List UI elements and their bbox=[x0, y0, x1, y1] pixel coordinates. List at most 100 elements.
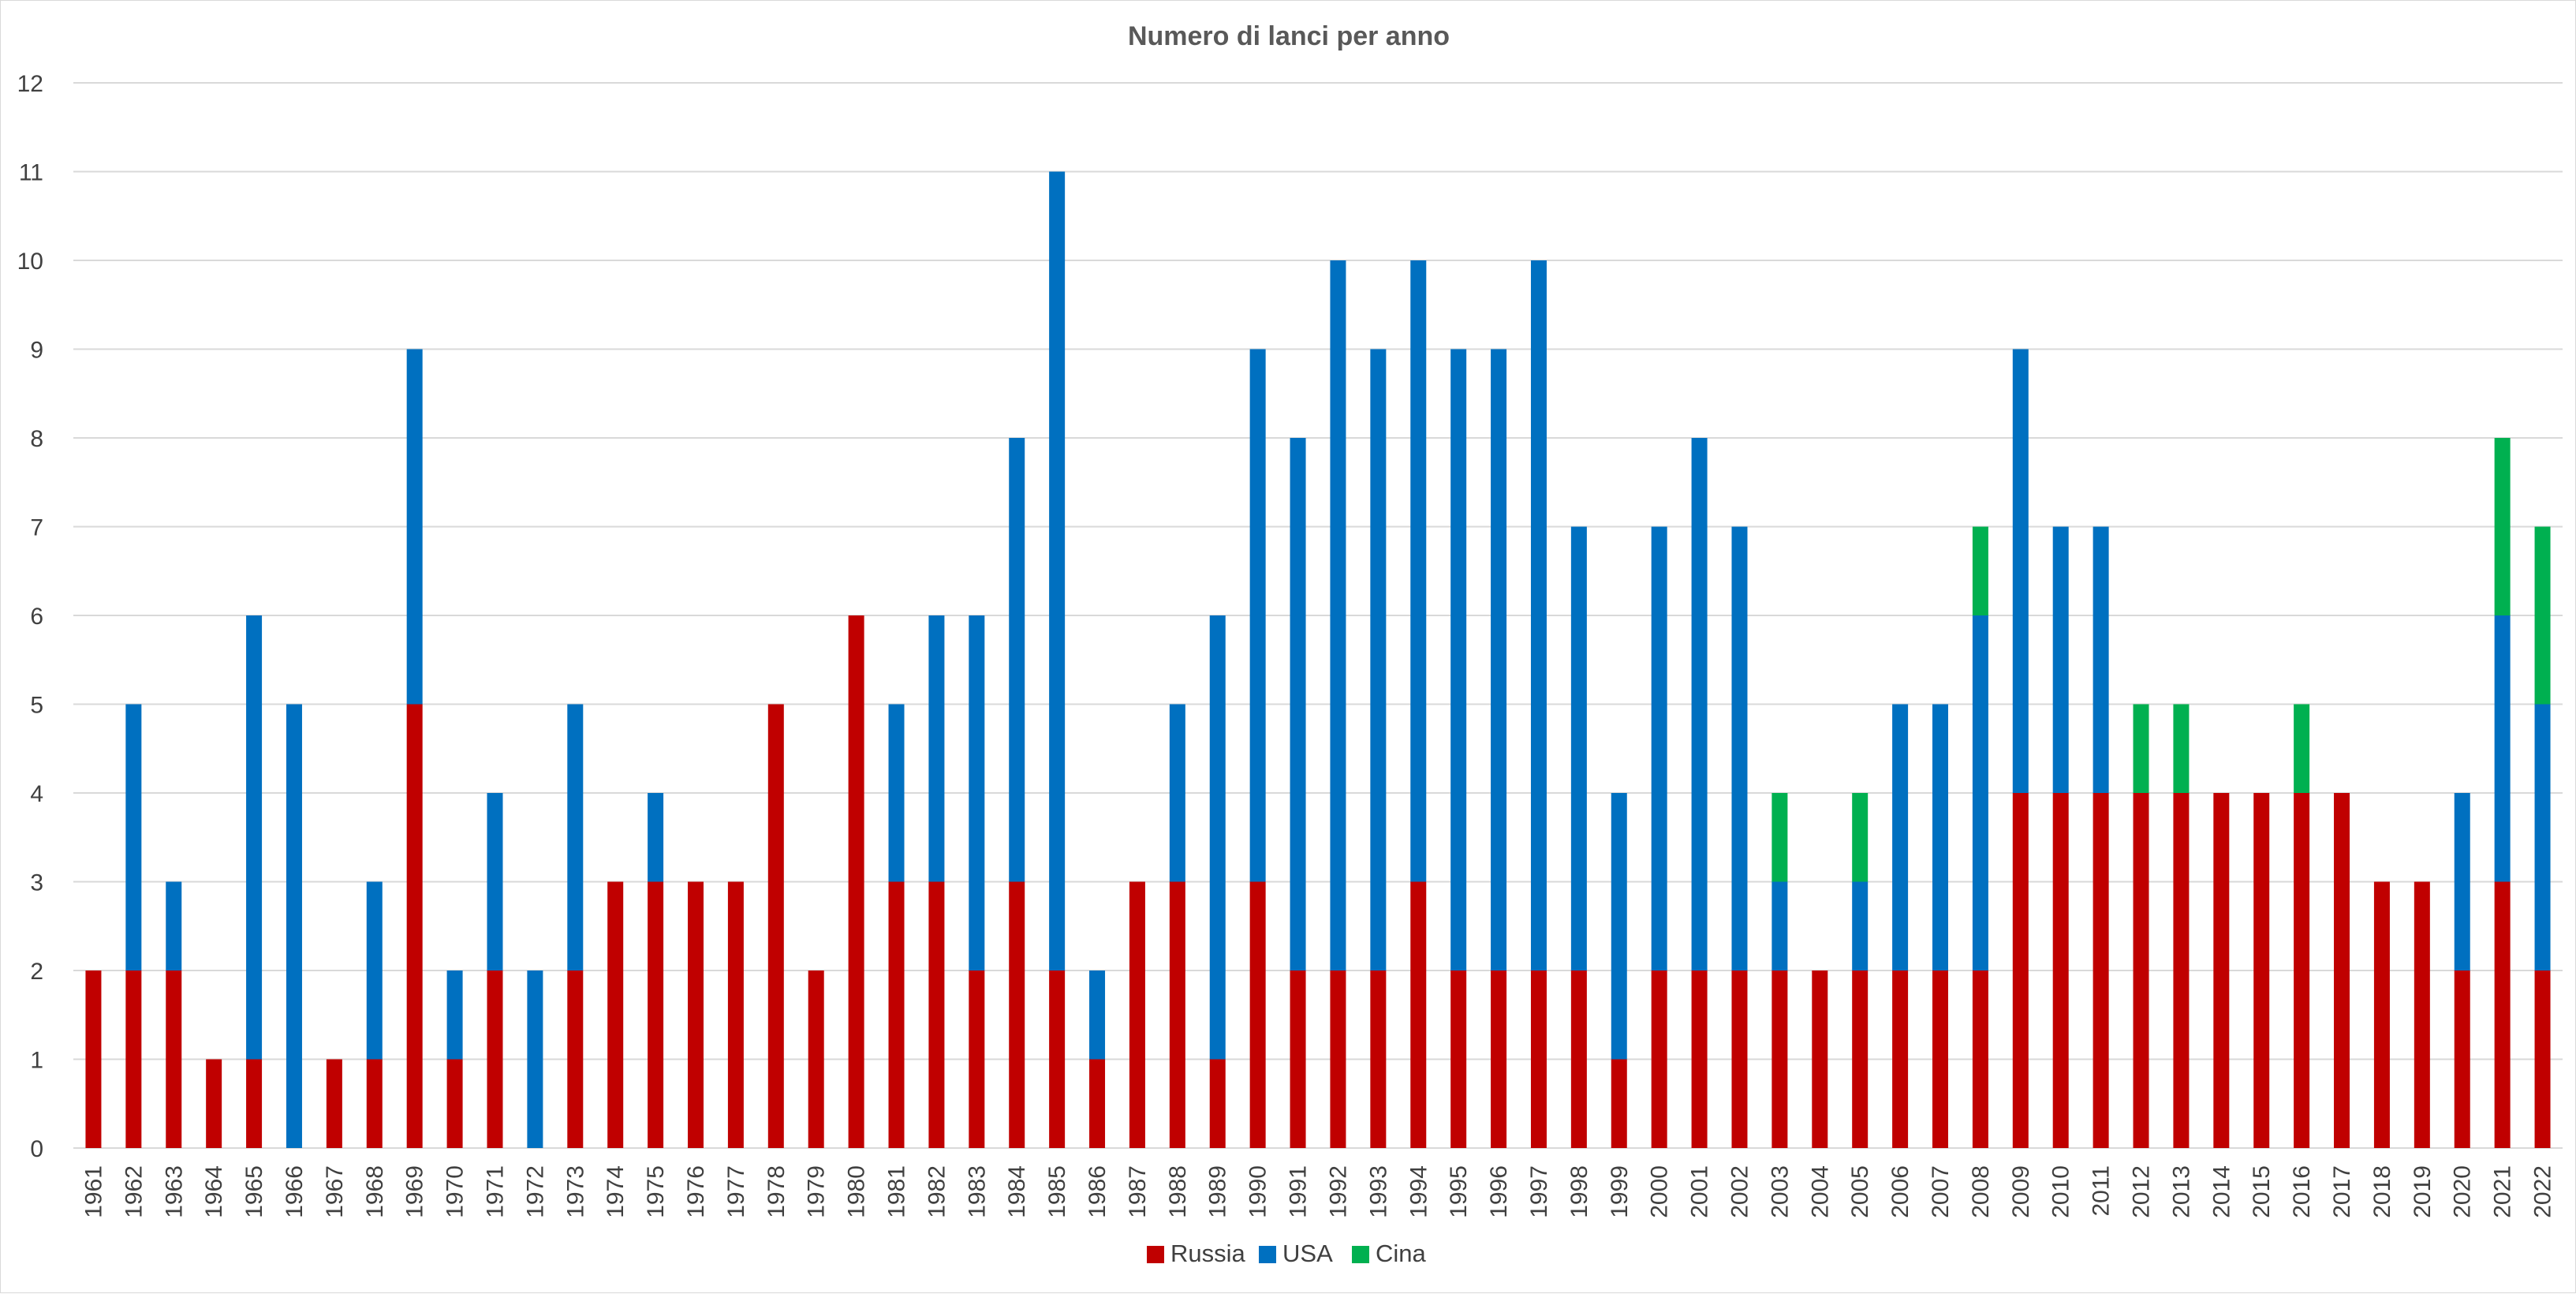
x-tick-label: 1971 bbox=[482, 1165, 508, 1218]
bar-russia-1994 bbox=[1410, 881, 1427, 1148]
bar-cina-2021 bbox=[2494, 438, 2511, 615]
bar-russia-1985 bbox=[1049, 970, 1066, 1148]
bar-usa-2007 bbox=[1932, 704, 1948, 970]
x-tick-label: 2018 bbox=[2369, 1165, 2395, 1218]
bar-russia-2012 bbox=[2133, 793, 2149, 1148]
x-tick-label: 2006 bbox=[1887, 1165, 1913, 1218]
bar-russia-2013 bbox=[2173, 793, 2190, 1148]
bar-russia-2021 bbox=[2494, 881, 2511, 1148]
x-tick-label: 1994 bbox=[1406, 1165, 1432, 1218]
bar-cina-2016 bbox=[2294, 704, 2310, 793]
x-tick-label: 1979 bbox=[804, 1165, 830, 1218]
x-tick-label: 1995 bbox=[1446, 1165, 1472, 1218]
bar-usa-2010 bbox=[2052, 526, 2069, 793]
y-tick-label: 3 bbox=[30, 870, 43, 896]
bar-russia-1976 bbox=[688, 881, 704, 1148]
x-tick-label: 2017 bbox=[2329, 1165, 2355, 1218]
x-tick-label: 1964 bbox=[201, 1165, 227, 1218]
bar-russia-2019 bbox=[2414, 881, 2430, 1148]
bar-usa-1969 bbox=[406, 349, 423, 705]
x-tick-label: 1982 bbox=[924, 1165, 950, 1218]
bar-russia-1963 bbox=[166, 970, 182, 1148]
bar-cina-2008 bbox=[1972, 526, 1988, 615]
bar-russia-1967 bbox=[326, 1059, 342, 1148]
bar-russia-1965 bbox=[246, 1059, 263, 1148]
bar-russia-2001 bbox=[1691, 970, 1708, 1148]
x-tick-label: 1991 bbox=[1286, 1165, 1312, 1218]
bar-usa-1988 bbox=[1169, 704, 1185, 882]
bar-russia-1982 bbox=[928, 881, 945, 1148]
bar-usa-1984 bbox=[1009, 438, 1025, 882]
y-tick-label: 11 bbox=[19, 160, 43, 186]
bar-russia-2009 bbox=[2012, 793, 2029, 1148]
bar-usa-1994 bbox=[1410, 260, 1427, 882]
bar-russia-1992 bbox=[1330, 970, 1346, 1148]
x-tick-label: 1972 bbox=[522, 1165, 548, 1218]
x-tick-label: 2016 bbox=[2289, 1165, 2315, 1218]
bar-russia-1983 bbox=[969, 970, 985, 1148]
bar-usa-1965 bbox=[246, 615, 263, 1060]
bar-usa-1963 bbox=[166, 881, 182, 970]
bar-russia-1988 bbox=[1169, 881, 1185, 1148]
bar-russia-1997 bbox=[1530, 970, 1547, 1148]
bar-russia-1974 bbox=[607, 881, 624, 1148]
bar-russia-1970 bbox=[446, 1059, 463, 1148]
x-tick-label: 1975 bbox=[643, 1165, 669, 1218]
x-tick-label: 1996 bbox=[1486, 1165, 1512, 1218]
x-tick-label: 2015 bbox=[2249, 1165, 2275, 1218]
bar-russia-1999 bbox=[1611, 1059, 1627, 1148]
bar-usa-1975 bbox=[648, 793, 664, 882]
x-tick-label: 2000 bbox=[1647, 1165, 1673, 1218]
bar-usa-1970 bbox=[446, 970, 463, 1060]
bar-russia-1961 bbox=[85, 970, 102, 1148]
bar-russia-1996 bbox=[1491, 970, 1507, 1148]
bar-russia-1975 bbox=[648, 881, 664, 1148]
x-tick-label: 2022 bbox=[2530, 1165, 2556, 1218]
bar-cina-2022 bbox=[2534, 526, 2551, 705]
x-tick-label: 1968 bbox=[362, 1165, 388, 1218]
bar-russia-1977 bbox=[727, 881, 744, 1148]
x-tick-label: 2009 bbox=[2008, 1165, 2034, 1218]
bar-russia-1998 bbox=[1570, 970, 1587, 1148]
bar-russia-2003 bbox=[1771, 970, 1788, 1148]
x-tick-label: 1978 bbox=[763, 1165, 790, 1218]
bar-russia-2004 bbox=[1812, 970, 1828, 1148]
legend-label-russia: Russia bbox=[1170, 1240, 1246, 1267]
x-tick-label: 2002 bbox=[1727, 1165, 1753, 1218]
x-tick-label: 1963 bbox=[161, 1165, 187, 1218]
x-tick-label: 1974 bbox=[603, 1165, 629, 1218]
bar-russia-1980 bbox=[848, 615, 864, 1148]
legend-swatch-cina bbox=[1352, 1246, 1369, 1263]
bar-cina-2005 bbox=[1852, 793, 1869, 882]
x-tick-label: 1967 bbox=[322, 1165, 348, 1218]
bar-russia-1973 bbox=[567, 970, 584, 1148]
bar-russia-2017 bbox=[2334, 793, 2350, 1148]
x-tick-label: 1983 bbox=[964, 1165, 990, 1218]
bar-usa-2021 bbox=[2494, 615, 2511, 882]
bar-russia-2010 bbox=[2052, 793, 2069, 1148]
y-tick-label: 12 bbox=[17, 71, 43, 97]
x-tick-label: 2020 bbox=[2450, 1165, 2476, 1218]
x-tick-label: 1977 bbox=[723, 1165, 749, 1218]
y-tick-label: 1 bbox=[30, 1048, 43, 1074]
bar-russia-1981 bbox=[888, 881, 905, 1148]
x-tick-label: 1987 bbox=[1125, 1165, 1151, 1218]
bar-russia-2002 bbox=[1731, 970, 1748, 1148]
x-tick-label: 1986 bbox=[1085, 1165, 1111, 1218]
x-tick-label: 1980 bbox=[844, 1165, 870, 1218]
bar-usa-2011 bbox=[2093, 526, 2109, 793]
bar-russia-2020 bbox=[2454, 970, 2470, 1148]
x-tick-label: 2011 bbox=[2089, 1165, 2115, 1217]
x-tick-label: 2012 bbox=[2129, 1165, 2155, 1218]
bar-usa-1996 bbox=[1491, 349, 1507, 970]
bar-russia-1968 bbox=[366, 1059, 383, 1148]
bar-russia-1990 bbox=[1249, 881, 1266, 1148]
bar-usa-1998 bbox=[1570, 526, 1587, 970]
bar-russia-1993 bbox=[1370, 970, 1387, 1148]
legend-label-usa: USA bbox=[1282, 1240, 1333, 1267]
bar-usa-1986 bbox=[1089, 970, 1106, 1060]
bar-usa-2003 bbox=[1771, 881, 1788, 970]
